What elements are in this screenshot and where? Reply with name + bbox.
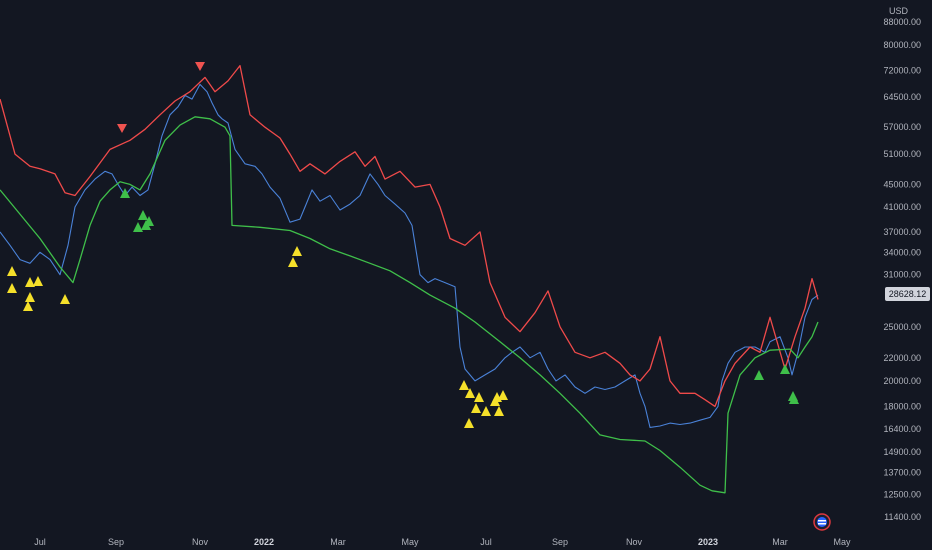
series-line-price [0, 83, 819, 428]
price-tick-label: 64500.00 [883, 92, 921, 102]
last-price-badge [885, 287, 930, 301]
sell-signal-marker [117, 124, 127, 133]
brand-logo [813, 513, 831, 531]
price-tick-label: 72000.00 [883, 66, 921, 76]
buy-signal-marker [471, 403, 481, 413]
buy-signal-marker [7, 283, 17, 293]
signal-markers [7, 62, 799, 428]
time-tick-label: Mar [330, 537, 346, 547]
price-tick-label: 13700.00 [883, 468, 921, 478]
logo-stripe [818, 523, 826, 525]
price-tick-label: 88000.00 [883, 17, 921, 27]
time-tick-label: Jul [480, 537, 492, 547]
buy-signal-marker [7, 266, 17, 276]
time-axis[interactable]: Jul Sep Nov 2022 Mar May Jul Sep Nov 2023 Mar May [34, 537, 851, 547]
logo-core [817, 517, 827, 527]
time-tick-label: 2022 [254, 537, 274, 547]
buy-signal-marker [60, 294, 70, 304]
price-tick-label: 34000.00 [883, 247, 921, 257]
buy-signal-marker [498, 390, 508, 400]
time-tick-label: Nov [192, 537, 209, 547]
buy-signal-marker [465, 388, 475, 398]
price-tick-label: 37000.00 [883, 227, 921, 237]
last-price-label: 28628.12 [889, 289, 927, 299]
sell-signal-marker [195, 62, 205, 71]
price-tick-label: 12500.00 [883, 490, 921, 500]
time-tick-label: Nov [626, 537, 643, 547]
buy-signal-marker [474, 392, 484, 402]
bull-signal-marker [133, 222, 143, 232]
bull-signal-marker [789, 394, 799, 404]
buy-signal-marker [23, 301, 33, 311]
time-tick-label: Sep [552, 537, 568, 547]
price-tick-label: 80000.00 [883, 40, 921, 50]
price-tick-label: 16400.00 [883, 424, 921, 434]
buy-signal-marker [25, 292, 35, 302]
time-tick-label: 2023 [698, 537, 718, 547]
bull-signal-marker [120, 188, 130, 198]
time-tick-label: Sep [108, 537, 124, 547]
price-tick-label: 18000.00 [883, 401, 921, 411]
price-badges: USD 28628.12 [885, 6, 930, 301]
bull-signal-marker [141, 220, 151, 230]
time-tick-label: Jul [34, 537, 46, 547]
time-tick-label: May [833, 537, 851, 547]
logo-stripe [818, 520, 826, 522]
series-layer [0, 64, 819, 494]
currency-label: USD [889, 6, 909, 16]
series-line-upper-band [0, 64, 819, 408]
price-tick-label: 14900.00 [883, 447, 921, 457]
bull-signal-marker [754, 370, 764, 380]
price-tick-label: 41000.00 [883, 202, 921, 212]
buy-signal-marker [25, 277, 35, 287]
price-tick-label: 31000.00 [883, 270, 921, 280]
price-tick-label: 45000.00 [883, 179, 921, 189]
buy-signal-marker [288, 257, 298, 267]
buy-signal-marker [494, 406, 504, 416]
buy-signal-marker [481, 406, 491, 416]
bull-signal-marker [780, 364, 790, 374]
price-tick-label: 20000.00 [883, 376, 921, 386]
buy-signal-marker [464, 418, 474, 428]
buy-signal-marker [459, 380, 469, 390]
bull-signal-marker [138, 210, 148, 220]
price-tick-label: 25000.00 [883, 322, 921, 332]
series-line-lower-band [0, 116, 819, 494]
price-tick-label: 22000.00 [883, 353, 921, 363]
price-axis[interactable]: 88000.00 80000.00 72000.00 64500.00 57000.00… [883, 17, 921, 522]
time-tick-label: Mar [772, 537, 788, 547]
buy-signal-marker [33, 276, 43, 286]
price-tick-label: 51000.00 [883, 149, 921, 159]
buy-signal-marker [292, 246, 302, 256]
price-tick-label: 57000.00 [883, 122, 921, 132]
price-tick-label: 11400.00 [884, 512, 921, 522]
buy-signal-marker [492, 392, 502, 402]
time-tick-label: May [401, 537, 419, 547]
